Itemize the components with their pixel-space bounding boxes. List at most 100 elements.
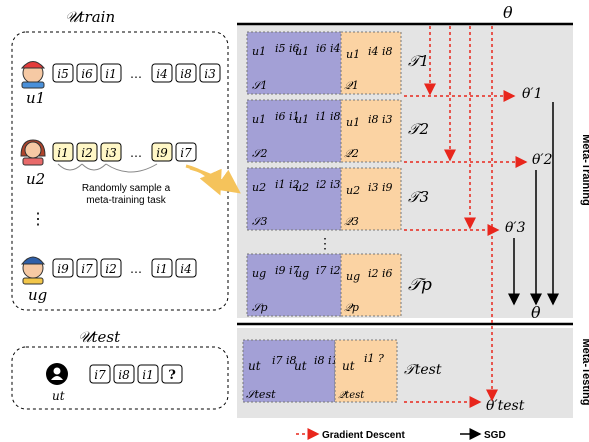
svg-text:i1: i1 [142,368,153,382]
svg-text:i2: i2 [105,262,116,276]
svg-text:ut: ut [342,359,355,373]
svg-text:𝒯1: 𝒯1 [408,52,429,70]
theta-bottom: θ [531,303,541,322]
svg-text:i2: i2 [81,146,92,160]
legend-sgd: SGD [484,430,506,441]
sample-arrow [189,166,241,194]
svg-text:ug: ug [252,267,266,280]
meta-testing-label: Meta-Testing [580,338,589,405]
svg-text:𝒯p: 𝒯p [408,275,432,295]
svg-text:i1 i8: i1 i8 [316,110,341,123]
svg-text:ut: ut [294,359,307,373]
task-p: ug i9 i7 ug i7 i2 𝒮p ug i2 i6 𝒬p 𝒯p [246,253,432,317]
svg-text:i8 i3: i8 i3 [368,113,393,126]
svg-text:i2 i6: i2 i6 [368,267,393,280]
svg-text:𝒯2: 𝒯2 [408,120,429,138]
task-test: ut i7 i8 ut i8 i1 𝒮test ut i1 ? 𝒬test 𝒯t… [242,339,442,403]
svg-text:u2: u2 [295,181,309,194]
test-panel-title: 𝒰test [78,328,121,346]
svg-text:ut: ut [248,359,261,373]
users-ellipsis: ⋮ [30,209,46,228]
svg-text:i9: i9 [156,146,168,160]
svg-text:i6: i6 [81,67,93,81]
svg-text:i7: i7 [180,146,192,160]
sgd-arrows [508,102,559,306]
svg-text:i6 i1: i6 i1 [275,110,300,123]
user-1-sequence: i5 i6 i1 … i4 i8 i3 [52,63,221,83]
gradient-descent-arrows [404,26,528,408]
user-2-label: u2 [26,170,45,188]
task-2: u1 i6 i1 u1 i1 i8 𝒮2 u1 i8 i3 𝒬2 𝒯2 [246,99,429,163]
svg-text:i5 i6: i5 i6 [275,42,300,55]
user-avatar-blue-cap-icon [20,256,46,285]
svg-text:𝒬1: 𝒬1 [344,79,359,92]
svg-text:i7: i7 [94,368,106,382]
svg-text:i3 i9: i3 i9 [368,181,393,194]
svg-text:𝒬3: 𝒬3 [344,215,359,228]
svg-text:𝒯test: 𝒯test [404,362,442,378]
svg-text:i6 i4: i6 i4 [316,42,341,55]
sample-note-line1: Randomly sample a [82,183,171,194]
svg-text:i7: i7 [81,262,93,276]
svg-text:i9 i7: i9 i7 [275,264,300,277]
svg-text:…: … [130,67,142,81]
tasks-ellipsis: ⋮ [318,236,332,252]
svg-text:i7 i2: i7 i2 [316,264,341,277]
user-avatar-female-icon [20,139,46,166]
legend-gradient: Gradient Descent [322,430,405,441]
svg-text:i1: i1 [156,262,167,276]
theta-top: θ [503,3,513,22]
svg-text:i8: i8 [118,368,130,382]
svg-text:u1: u1 [295,113,309,126]
test-user-label: ut [52,389,65,403]
svg-text:𝒬2: 𝒬2 [344,147,359,160]
sample-note-line2: meta-training task [86,195,166,206]
svg-text:…: … [130,262,142,276]
svg-text:u2: u2 [252,181,266,194]
train-panel-title: 𝒰train [65,8,115,26]
svg-text:…: … [130,146,142,160]
theta-test: θ′test [486,398,525,414]
svg-text:𝒮test: 𝒮test [246,388,276,401]
svg-text:u1: u1 [346,48,360,61]
svg-text:i8: i8 [180,67,192,81]
svg-text:ug: ug [295,267,309,280]
svg-text:i7 i8: i7 i8 [272,354,297,367]
svg-text:𝒮1: 𝒮1 [252,79,268,92]
svg-text:i1: i1 [105,67,116,81]
svg-text:i3: i3 [204,67,216,81]
svg-text:𝒬p: 𝒬p [344,301,359,314]
svg-text:i3: i3 [105,146,117,160]
svg-text:u2: u2 [346,184,360,197]
svg-text:ug: ug [346,270,360,283]
svg-text:𝒮2: 𝒮2 [252,147,268,160]
user-2-sequence: i1 i2 i3 … i9 i7 [52,142,197,162]
anonymous-user-icon [46,363,68,385]
svg-text:i5: i5 [57,67,68,81]
svg-text:i1: i1 [57,146,68,160]
svg-text:u1: u1 [252,113,266,126]
user-avatar-red-cap-icon [20,61,46,89]
svg-text:𝒯3: 𝒯3 [408,188,429,206]
svg-text:u1: u1 [295,45,309,58]
svg-text:i4: i4 [180,262,191,276]
svg-text:i1 ?: i1 ? [364,352,384,365]
legend: Gradient Descent SGD [296,428,506,441]
svg-text:i4 i8: i4 i8 [368,45,393,58]
svg-text:𝒮p: 𝒮p [252,301,268,314]
test-sequence: i7 i8 i1 ? [89,364,183,384]
user-g-label: ug [28,286,47,304]
svg-text:u1: u1 [346,116,360,129]
theta-2: θ′2 [532,152,553,168]
svg-text:u1: u1 [252,45,266,58]
task-1: u1 i5 i6 u1 i6 i4 𝒮1 u1 i4 i8 𝒬1 𝒯1 [246,31,429,95]
svg-text:𝒬test: 𝒬test [338,390,365,401]
svg-text:?: ? [168,368,176,383]
svg-text:i2 i3: i2 i3 [316,178,341,191]
svg-text:i1 i2: i1 i2 [275,178,300,191]
task-3: u2 i1 i2 u2 i2 i3 𝒮3 u2 i3 i9 𝒬3 𝒯3 [246,167,429,231]
svg-text:i8 i1: i8 i1 [314,354,339,367]
svg-text:i9: i9 [57,262,69,276]
svg-text:𝒮3: 𝒮3 [252,215,268,228]
